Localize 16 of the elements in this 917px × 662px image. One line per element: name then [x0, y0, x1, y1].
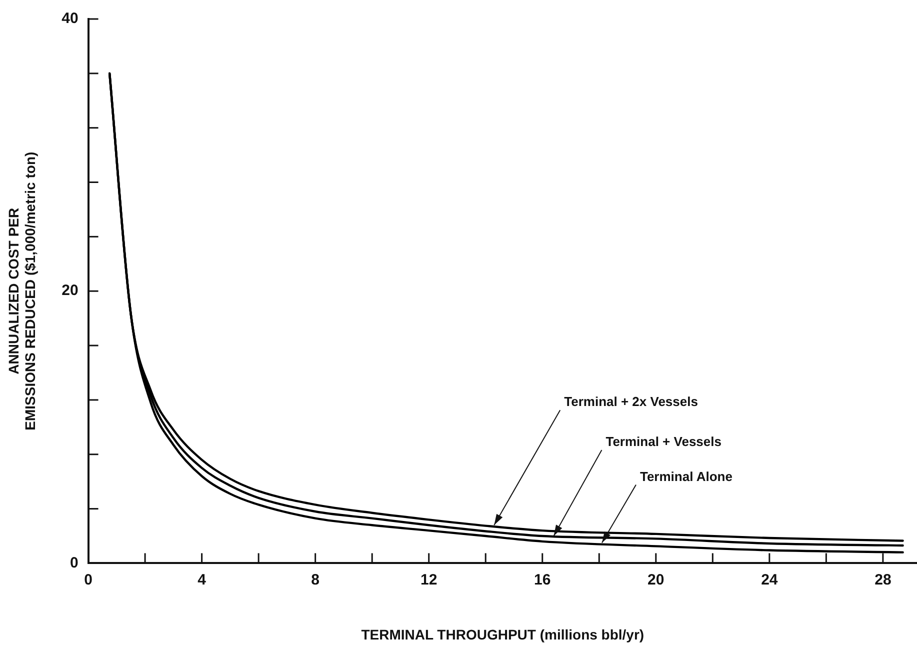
- x-tick-label: 0: [84, 571, 92, 588]
- annotation: Terminal + Vessels: [606, 434, 722, 449]
- annotation: Terminal Alone: [640, 468, 732, 484]
- annotation: Terminal + 2x Vessels: [564, 394, 698, 410]
- x-axis-title: TERMINAL THROUGHPUT (millions bbl/yr): [361, 626, 644, 642]
- x-tick-label: 24: [761, 571, 778, 588]
- x-tick-label: 16: [534, 571, 551, 588]
- x-tick-label: 20: [648, 571, 664, 588]
- x-tick-label: 8: [311, 571, 320, 588]
- y-axis-title: ANNUALIZED COST PER EMISSIONS REDUCED ($1,000/metric ton): [5, 152, 38, 430]
- x-tick-label: 28: [874, 571, 892, 588]
- y-tick-label: 20: [62, 282, 78, 300]
- y-tick-label: 0: [70, 554, 78, 572]
- x-tick-label: 12: [420, 571, 438, 588]
- x-tick-label: 4: [198, 571, 207, 588]
- y-tick-label: 40: [62, 10, 78, 28]
